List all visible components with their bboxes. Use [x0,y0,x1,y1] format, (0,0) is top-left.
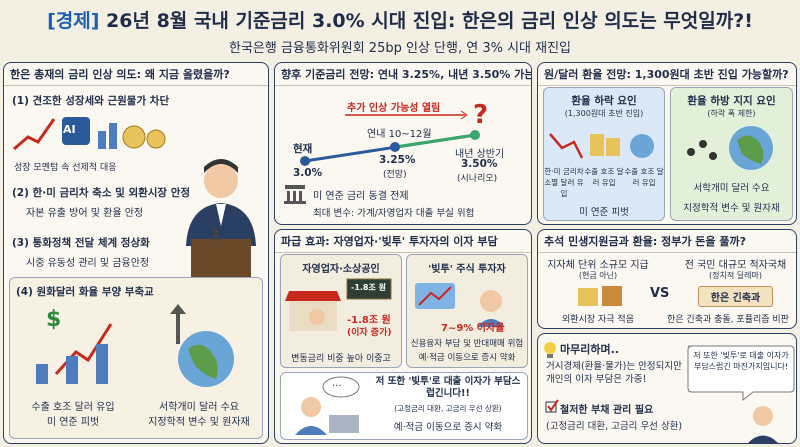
down-caption: 미 연준 피벗 [579,207,629,218]
support-caption: 지정학적 변수 및 원자재 [683,203,780,214]
premise: 미 연준 금리 동결 전제 [313,191,409,202]
panel-title: 파급 효과: 자영업자·'빚투' 투자자의 이자 부담 [275,230,531,253]
support-caption: 서학개미 달러 수요 [693,183,770,194]
governor-illustration [186,159,256,281]
item-detail: 성장 모멘텀 속 선제적 대응 [14,163,117,173]
fx-box: (4) 원화달러 화율 부양 부축교 $ 수출 호조 달러 유입 미 연준 피벗… [9,277,263,439]
quote-box: ... 저 또한 '빚투'로 대출 이자가 부담스럽긴니다!! (고정금리 대환… [280,372,528,440]
chuseok-panel: 추석 민생지원금과 환율: 정부가 돈을 풀까? 지자체 단위 소규모 지급 (… [537,229,797,329]
step-value: 3.0% [293,167,323,179]
step-value: 3.25% [379,154,416,166]
outlook-panel: 향후 기준금리 전망: 연내 3.25%, 내년 3.50% 가는가? 추가 인… [274,62,532,225]
investor-caption: 예·적금 이동으로 증시 약화 [418,353,516,363]
support-illustration [687,126,773,170]
callout: 추가 인상 가능성 열림 [347,103,441,114]
closing-bubble: 저 또한 '빚투'로 대출 이자가 부담스럽긴 마진가지입니다! [693,351,789,371]
title-row: [경제] 26년 8월 국내 기준금리 3.0% 시대 진입: 한은의 금리 인… [0,6,800,33]
step-label: 연내 10~12월 [367,129,432,140]
exchange-panel: 원/달러 환율 전망: 1,300원대 초반 진입 가능할까? 환율 하락 요인… [537,62,797,225]
investor-value: 7~9% 이자율 [441,323,505,334]
subtitle: 한국은행 금융통화위원회 25bp 인상 단행, 연 3% 시대 재진입 [228,41,572,56]
fx-illustration: $ [36,304,234,387]
title: 26년 8월 국내 기준금리 3.0% 시대 진입: 한은의 금리 인상 의도는… [106,10,753,32]
ai-icon-label: AI [63,123,76,136]
box-sub: (1,300원대 초반 진입) [564,109,644,118]
item-heading: (3) 통화정책 전달 체계 정상화 [12,237,150,249]
panel-title: 향후 기준금리 전망: 연내 3.25%, 내년 3.50% 가는가? [275,63,531,86]
fx-caption: 수출 호조 달러 유입 [31,402,115,413]
merchant-value: -1.8조 원 [347,315,391,326]
fx-caption: 서학개미 달러 수요 [159,402,239,413]
intent-panel: 한은 총재의 금리 인상 의도: 왜 지금 올렸을까? (1) 견조한 성장세와… [3,62,269,444]
chuseok-icons [578,286,622,306]
svg-text:?: ? [473,100,488,130]
box-heading: '빚투' 주식 투자자 [428,264,506,275]
step-value: 3.50% [461,158,498,170]
right-caption: 한은 긴축과 충돌, 포퓰리즘 비판 [667,315,789,325]
risk: 최대 변수: 가계/자영업자 대출 부실 위험 [313,208,475,219]
down-icons [549,133,654,159]
down-box: 환율 하락 요인 (1,300원대 초반 진입) 한·미 금리차 소멸 달러 유… [543,87,665,221]
box-heading: 환율 하락 요인 [571,95,637,107]
step-note: (전망) [383,170,407,180]
right-heading: 전 국민 대규모 적자국채 [684,260,787,271]
left-sub: (현금 아닌) [578,271,618,280]
impact-panel: 파급 효과: 자영업자·'빚투' 투자자의 이자 부담 자영업자·소상공인 -1… [274,229,532,444]
shop-illustration [285,278,392,331]
icon-caption: 한·미 금리차 소멸 달러 유입 [544,167,584,198]
tag: [경제] [47,10,100,32]
action-note: (고정금리 대환, 고금리 우선 상환) [546,421,683,432]
closing-title: 마무리하며.. [560,343,619,356]
quote-tail: 예·적금 이동으로 증시 약화 [393,422,503,433]
box-heading: 자영업자·소상공인 [302,264,380,275]
fx-caption: 지정학적 변수 및 원자재 [148,417,250,428]
left-heading: 지자체 단위 소규모 지급 [547,260,649,271]
quote: 저 또한 '빚투'로 대출 이자가 부담스럽긴니다!! [375,376,521,399]
fx-heading: (4) 원화달러 화율 부양 부축교 [16,286,154,298]
closing-panel: 마무리하며.. 거시경제(환율·물가)는 안정되지만 개인의 이자 부담은 가중… [537,333,797,444]
investor-box: '빚투' 주식 투자자 7~9% 이자율 신용융자 부담 및 반대매매 위험 예… [406,254,528,368]
item-heading: (1) 견조한 성장세와 근원물가 차단 [12,95,170,107]
quote-note: (고정금리 대환, 고금리 우선 상환) [394,404,502,413]
closing-illustration [544,342,795,443]
step-label: 내년 상반기 [455,149,505,160]
step-note: (시나리오) [457,174,498,184]
item-detail: 자본 유출 방어 및 환율 안정 [26,208,144,219]
icon-caption: 수출 호조 달러 유입 [584,167,624,187]
box-sub: (하락 폭 제한) [707,109,756,118]
growth-icons [13,117,166,151]
investor-caption: 신용융자 부담 및 반대매매 위험 [410,339,524,349]
board-text: -1.8조 원 [351,283,386,292]
investor-illustration [415,283,505,327]
panel-title: 한은 총재의 금리 인상 의도: 왜 지금 올렸을까? [4,63,268,86]
item-heading: (2) 한·미 금리차 축소 및 외환시장 안정 [12,187,191,199]
merchant-box: 자영업자·소상공인 -1.8조 원 -1.8조 원 (이자 증가) 변동금리 비… [280,254,402,368]
panel-title: 추석 민생지원금과 환율: 정부가 돈을 풀까? [538,230,796,253]
right-sub: (정치적 딜레마) [709,271,762,280]
rate-path: ? [284,100,488,204]
box-heading: 환율 하방 지지 요인 [687,95,776,107]
panel-title: 원/달러 환율 전망: 1,300원대 초반 진입 가능할까? [538,63,796,86]
summary: 거시경제(환율·물가)는 안정되지만 개인의 이자 부담은 가중! [546,361,682,385]
left-caption: 외환시장 자극 적음 [562,315,634,325]
badge: 한은 긴축과 [698,286,773,307]
vs: VS [650,286,670,301]
svg-text:$: $ [46,307,61,332]
merchant-note: (이자 증가) [347,328,392,338]
step-label: 현재 [293,143,313,155]
icon-caption: 수출 호조 달러 유입 [624,167,664,187]
merchant-caption: 변동금리 비중 높아 이중고 [291,354,391,364]
laptop-person [295,376,360,435]
action: 철저한 부채 관리 필요 [560,405,654,416]
item-detail: 시중 유동성 관리 및 금융안정 [26,258,150,269]
support-box: 환율 하방 지지 요인 (하락 폭 제한) 서학개미 달러 수요 지정학적 변수… [670,87,793,221]
fx-caption: 미 연준 피벗 [46,417,100,428]
bubble-text: ... [332,378,342,389]
